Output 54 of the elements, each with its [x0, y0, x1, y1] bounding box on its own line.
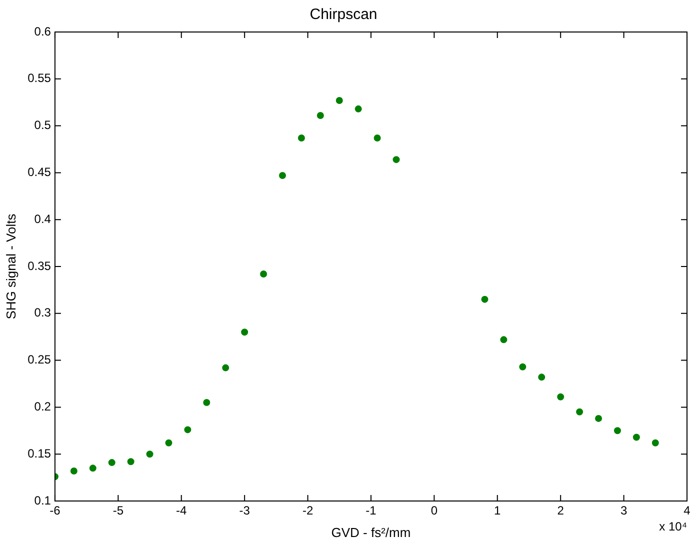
y-tick-label: 0.45 [28, 165, 52, 180]
point [336, 96, 343, 104]
y-tick-label: 0.4 [34, 212, 52, 226]
y-tick-label: 0.2 [34, 400, 52, 414]
point [595, 414, 602, 422]
point [278, 172, 286, 180]
point [392, 156, 400, 164]
point [89, 464, 96, 472]
point [316, 112, 324, 119]
y-tick-label: 0.35 [28, 258, 52, 273]
point [614, 427, 621, 434]
x-tick-label: -4 [176, 504, 188, 518]
y-tick-label: 0.3 [34, 306, 52, 320]
x-tick-label: -6 [50, 504, 61, 518]
point [222, 364, 230, 372]
point [374, 134, 381, 142]
point [184, 426, 192, 434]
x-tick-label: 2 [557, 504, 564, 518]
y-tick-label: 0.55 [28, 71, 52, 86]
point [241, 328, 248, 336]
point [519, 363, 526, 370]
x-tick-label: -3 [239, 504, 250, 518]
y-tick-label: 0.6 [34, 24, 52, 38]
point [652, 439, 659, 446]
chart-title: Chirpscan [310, 6, 378, 24]
text: x 10⁴ [659, 519, 687, 534]
point [165, 439, 172, 446]
y-tick-label: 0.5 [34, 118, 52, 132]
x-tick-label: 4 [684, 504, 691, 518]
x-tick-label: -5 [112, 504, 124, 518]
point [108, 459, 116, 466]
x-tick-label: -2 [302, 504, 314, 518]
point [576, 408, 584, 416]
point [481, 296, 488, 303]
y-axis-title: SHG signal - Volts [3, 213, 18, 320]
x-tick-label: 1 [494, 504, 502, 518]
point [260, 270, 268, 278]
y-tick-label: 0.15 [28, 446, 52, 460]
point [203, 399, 210, 406]
point [146, 450, 154, 458]
point [298, 134, 305, 142]
point [538, 374, 546, 381]
x-tick-label: 3 [620, 504, 628, 518]
point [354, 105, 362, 112]
y-tick-label: 0.1 [34, 493, 52, 508]
point [127, 458, 134, 466]
point [557, 393, 564, 400]
x-tick-label: -1 [366, 504, 377, 518]
y-tick-label: 0.25 [28, 352, 52, 367]
point [500, 336, 508, 344]
x-axis-title: GVD - fs²/mm [331, 524, 411, 540]
point [632, 434, 640, 441]
x-tick-label: 0 [430, 504, 438, 518]
point [70, 467, 78, 474]
